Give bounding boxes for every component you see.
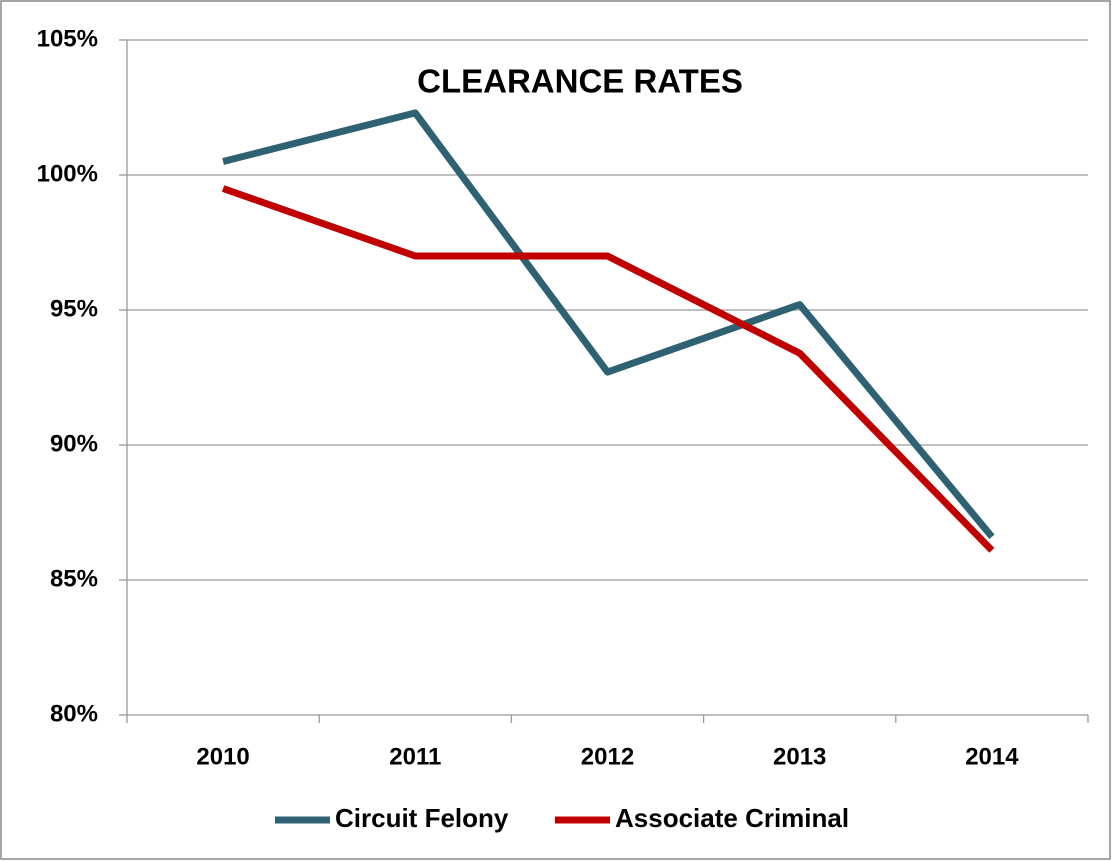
y-tick-label: 85% — [50, 565, 98, 592]
legend-label: Circuit Felony — [335, 803, 509, 833]
y-tick-label: 95% — [50, 295, 98, 322]
x-tick-label: 2011 — [389, 743, 441, 770]
y-tick-label: 80% — [50, 700, 98, 727]
legend-label: Associate Criminal — [615, 803, 849, 833]
y-tick-label: 90% — [50, 430, 98, 457]
x-tick-label: 2013 — [773, 743, 826, 770]
y-tick-label: 100% — [37, 160, 98, 187]
x-tick-label: 2012 — [581, 743, 634, 770]
chart-title: CLEARANCE RATES — [417, 63, 743, 100]
data-line — [221, 185, 995, 553]
x-tick-label: 2010 — [196, 743, 249, 770]
data-line — [222, 109, 995, 540]
x-tick-label: 2014 — [965, 743, 1019, 770]
y-tick-label: 105% — [37, 25, 98, 52]
